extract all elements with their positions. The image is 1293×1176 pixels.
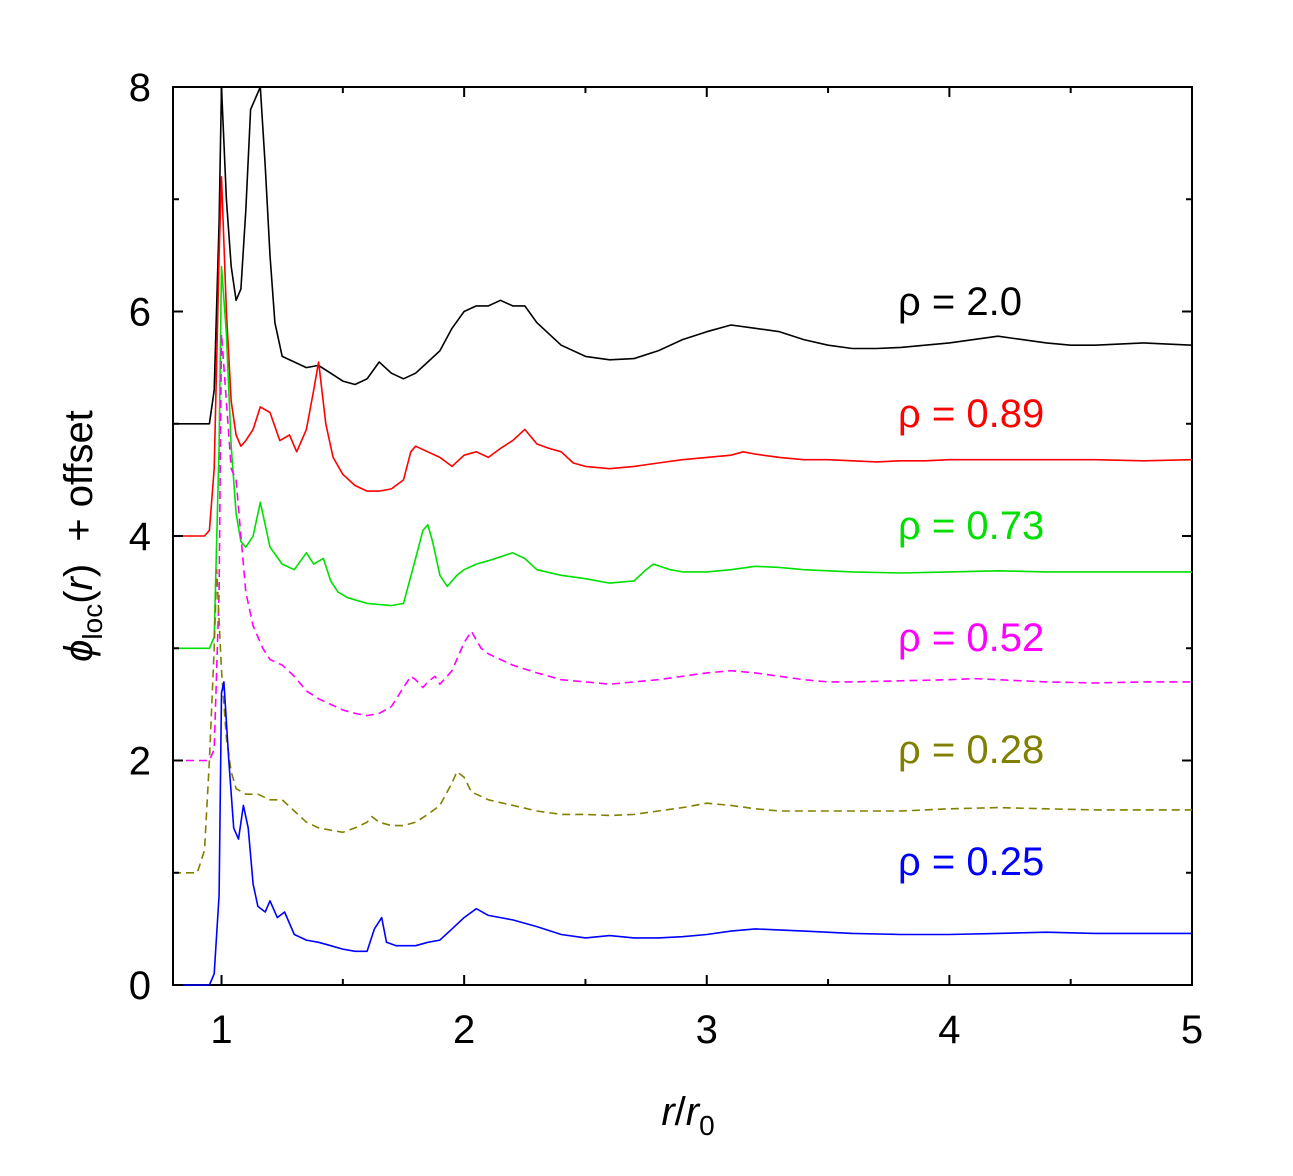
- y-tick-label: 2: [129, 740, 151, 784]
- legend-label-5: ρ = 0.28: [898, 728, 1044, 772]
- legend-label-3: ρ = 0.73: [898, 504, 1044, 548]
- series-line-3: [173, 265, 1192, 650]
- y-tick-label: 8: [129, 66, 151, 110]
- series-layer: [173, 86, 1193, 986]
- legend-label-1: ρ = 2.0: [898, 280, 1022, 324]
- plot-area: [172, 86, 1193, 986]
- x-axis-title: r/r0: [661, 1090, 714, 1141]
- series-line-5: [173, 568, 1192, 874]
- legend-label-4: ρ = 0.52: [898, 616, 1044, 660]
- y-tick-label: 6: [129, 291, 151, 335]
- legend-label-6: ρ = 0.25: [898, 840, 1044, 884]
- x-tick-label: 5: [1181, 1008, 1203, 1052]
- y-axis-title: ϕloc(r)+ offset: [57, 410, 108, 662]
- series-line-2: [173, 176, 1193, 537]
- legend-layer: ρ = 2.0 ρ = 0.89 ρ = 0.73 ρ = 0.52 ρ = 0.28 ρ…: [898, 280, 1044, 884]
- x-tick-label: 4: [938, 1008, 960, 1052]
- y-tick-label: 4: [129, 515, 151, 559]
- y-tick-label: 0: [129, 964, 151, 1008]
- x-tick-label: 1: [210, 1008, 232, 1052]
- x-tick-label: 2: [453, 1008, 475, 1052]
- series-line-6: [173, 681, 1192, 986]
- series-line-4: [173, 333, 1192, 762]
- tick-layer: 1 2 3 4 5 0 2 4 6 8: [129, 66, 1203, 1052]
- legend-label-2: ρ = 0.89: [898, 392, 1044, 436]
- series-line-1: [173, 86, 1193, 425]
- x-tick-label: 3: [696, 1008, 718, 1052]
